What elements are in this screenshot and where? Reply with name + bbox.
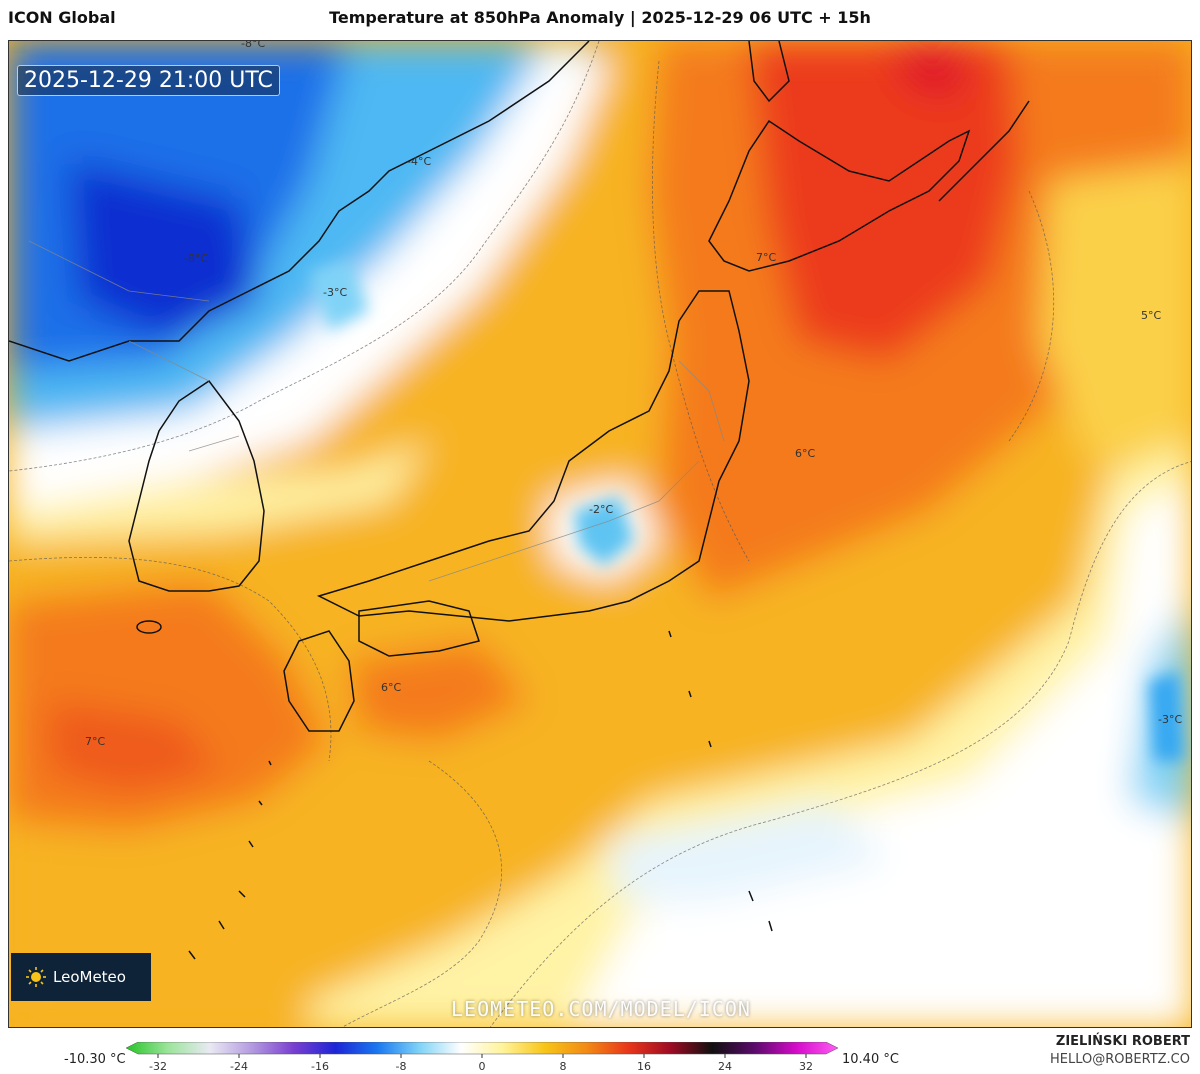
contour-label: -3°C: [323, 286, 348, 299]
legend-tick-label: -16: [311, 1060, 329, 1073]
legend-max-label: 10.40 °C: [842, 1052, 899, 1067]
contour-label: -4°C: [407, 155, 432, 168]
sun-icon: [26, 967, 46, 987]
author-name: ZIELIŃSKI ROBERT: [1055, 1034, 1190, 1049]
valid-time-badge: 2025-12-29 21:00 UTC: [17, 65, 280, 96]
legend-tick-label: -24: [230, 1060, 248, 1073]
contour-label: -8°C: [184, 252, 209, 265]
legend-tick-label: 16: [637, 1060, 651, 1073]
watermark-url: LEOMETEO.COM/MODEL/ICON: [451, 997, 751, 1021]
color-scale-legend: -10.30 °C -32 -24 -16 -8 0 8 16 24 32 10.40 °C Z…: [0, 1030, 1200, 1074]
legend-tick-label: -32: [149, 1060, 167, 1073]
model-name: ICON Global: [8, 8, 116, 27]
contour-label: -8°C: [241, 40, 266, 50]
contour-label: 7°C: [85, 735, 106, 748]
legend-tick-label: 32: [799, 1060, 813, 1073]
legend-colorbar: -32 -24 -16 -8 0 8 16 24 32: [126, 1042, 838, 1073]
legend-min-label: -10.30 °C: [64, 1052, 126, 1067]
legend-tick-label: 24: [718, 1060, 732, 1073]
contour-label: 6°C: [381, 681, 402, 694]
logo-text: LeoMeteo: [53, 968, 126, 986]
legend-tick-label: 8: [560, 1060, 567, 1073]
leometeo-logo[interactable]: LeoMeteo: [11, 953, 151, 1001]
legend-tick-label: 0: [479, 1060, 486, 1073]
contour-label: -2°C: [589, 503, 614, 516]
contour-label: 5°C: [1141, 309, 1162, 322]
contour-label: 7°C: [756, 251, 777, 264]
map-panel: 2025-12-29 21:00 UTC -8°C -8°C -4°C -3°C…: [8, 40, 1192, 1028]
contour-label: -3°C: [1158, 713, 1183, 726]
author-email[interactable]: HELLO@ROBERTZ.CO: [1049, 1052, 1190, 1067]
legend-tick-label: -8: [396, 1060, 407, 1073]
colorbar-fill: [126, 1042, 838, 1055]
temperature-anomaly-map: [9, 41, 1191, 1027]
map-title: Temperature at 850hPa Anomaly | 2025-12-…: [329, 8, 871, 27]
contour-label: 6°C: [795, 447, 816, 460]
